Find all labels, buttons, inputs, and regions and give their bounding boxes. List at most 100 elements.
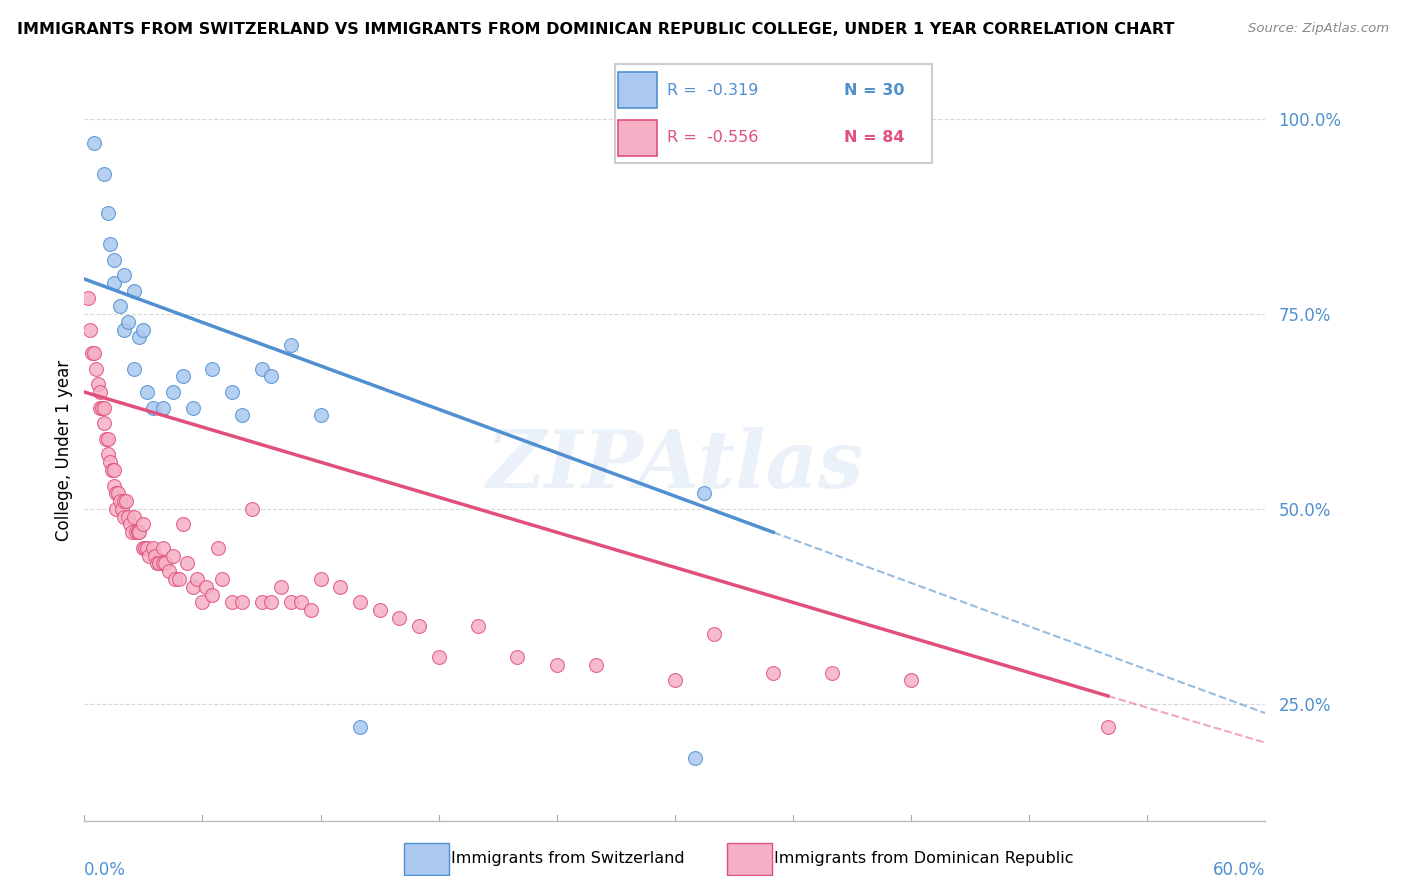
Y-axis label: College, Under 1 year: College, Under 1 year [55, 359, 73, 541]
Point [124, 525, 146, 540]
Point [900, 673, 922, 688]
Text: 60.0%: 60.0% [1213, 862, 1265, 880]
Point [176, 557, 198, 571]
Point [250, 361, 273, 376]
Point [142, 541, 165, 555]
Point [103, 252, 125, 267]
Point [181, 580, 204, 594]
Point [664, 673, 686, 688]
Point [152, 541, 174, 555]
FancyBboxPatch shape [614, 64, 932, 163]
Point [132, 517, 155, 532]
Point [97, 447, 120, 461]
Point [207, 541, 229, 555]
Text: R =  -0.556: R = -0.556 [666, 130, 758, 145]
Point [329, 580, 352, 594]
Point [231, 595, 253, 609]
Point [309, 572, 332, 586]
Point [388, 611, 411, 625]
Point [83, 136, 105, 150]
Point [77, 292, 100, 306]
Point [122, 284, 145, 298]
Point [163, 572, 186, 586]
Point [136, 541, 159, 555]
Point [221, 595, 243, 609]
Point [270, 580, 292, 594]
Text: Source: ZipAtlas.com: Source: ZipAtlas.com [1249, 22, 1389, 36]
Point [693, 486, 716, 500]
Point [240, 502, 263, 516]
Point [309, 409, 332, 423]
Point [128, 525, 150, 540]
FancyBboxPatch shape [727, 844, 772, 874]
Point [84, 361, 107, 376]
Point [107, 486, 129, 500]
Point [138, 549, 160, 563]
Point [93, 416, 115, 430]
Point [112, 268, 135, 282]
Point [299, 603, 322, 617]
Point [118, 517, 141, 532]
Point [98, 236, 121, 251]
Point [152, 557, 174, 571]
Point [290, 595, 312, 609]
Point [83, 346, 105, 360]
Text: N = 84: N = 84 [845, 130, 905, 145]
Point [134, 541, 156, 555]
Point [162, 384, 184, 399]
Point [79, 323, 101, 337]
Point [94, 432, 117, 446]
Point [260, 595, 283, 609]
Point [103, 478, 125, 492]
Point [136, 384, 159, 399]
Text: Immigrants from Dominican Republic: Immigrants from Dominican Republic [773, 852, 1073, 866]
Point [97, 206, 120, 220]
Point [211, 572, 233, 586]
Point [103, 276, 125, 290]
Point [91, 401, 114, 415]
Point [142, 401, 165, 415]
Point [162, 549, 184, 563]
Text: R =  -0.319: R = -0.319 [666, 83, 758, 97]
Point [132, 541, 155, 555]
Point [186, 572, 208, 586]
Point [703, 626, 725, 640]
Point [762, 665, 785, 680]
Point [172, 369, 194, 384]
Point [98, 455, 121, 469]
Point [181, 401, 204, 415]
Point [122, 361, 145, 376]
Point [427, 650, 450, 665]
Point [93, 167, 115, 181]
Point [89, 384, 111, 399]
Point [191, 595, 214, 609]
Point [112, 494, 135, 508]
Point [112, 509, 135, 524]
Point [221, 384, 243, 399]
Point [195, 580, 218, 594]
Point [368, 603, 391, 617]
Point [93, 401, 115, 415]
Point [148, 557, 170, 571]
Point [108, 494, 131, 508]
Point [683, 751, 706, 765]
Point [349, 720, 371, 734]
Point [114, 494, 136, 508]
Point [250, 595, 273, 609]
Point [143, 549, 166, 563]
Point [104, 502, 127, 516]
FancyBboxPatch shape [619, 120, 657, 156]
Point [127, 525, 149, 540]
Point [121, 525, 143, 540]
Point [349, 595, 371, 609]
Point [201, 361, 224, 376]
Point [152, 401, 174, 415]
Point [280, 595, 302, 609]
Point [1097, 720, 1119, 734]
Point [82, 346, 104, 360]
Point [408, 619, 430, 633]
Point [506, 650, 529, 665]
Point [821, 665, 844, 680]
Text: IMMIGRANTS FROM SWITZERLAND VS IMMIGRANTS FROM DOMINICAN REPUBLIC COLLEGE, UNDER: IMMIGRANTS FROM SWITZERLAND VS IMMIGRANT… [17, 22, 1174, 37]
Point [117, 315, 139, 329]
